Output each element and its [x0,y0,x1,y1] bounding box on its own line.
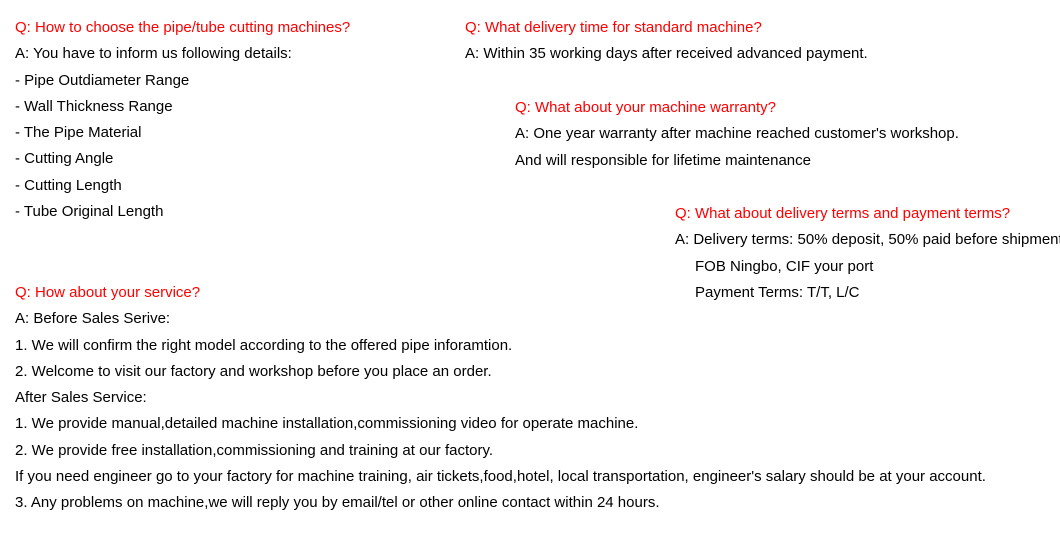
faq-question: Q: What about your machine warranty? [515,95,959,121]
faq-answer: 1. We will confirm the right model accor… [15,333,986,359]
faq-answer: 2. We provide free installation,commissi… [15,438,986,464]
faq-container: Q: How to choose the pipe/tube cutting m… [15,15,1045,525]
faq-item: - Wall Thickness Range [15,94,350,120]
faq-item: - Cutting Length [15,173,350,199]
faq-answer: After Sales Service: [15,385,986,411]
faq-item: - The Pipe Material [15,120,350,146]
faq-answer: A: Within 35 working days after received… [465,41,868,67]
faq-answer: FOB Ningbo, CIF your port [675,254,1060,280]
faq-answer: If you need engineer go to your factory … [15,464,986,490]
faq-1: Q: How to choose the pipe/tube cutting m… [15,15,350,225]
faq-answer: A: You have to inform us following detai… [15,41,350,67]
faq-question: Q: What about delivery terms and payment… [675,201,1060,227]
faq-answer: A: Before Sales Serive: [15,306,986,332]
faq-item: - Pipe Outdiameter Range [15,68,350,94]
faq-answer: 2. Welcome to visit our factory and work… [15,359,986,385]
faq-2: Q: What delivery time for standard machi… [465,15,868,68]
faq-question: Q: How about your service? [15,280,986,306]
faq-answer: 1. We provide manual,detailed machine in… [15,411,986,437]
faq-question: Q: How to choose the pipe/tube cutting m… [15,15,350,41]
faq-answer: And will responsible for lifetime mainte… [515,148,959,174]
faq-answer: 3. Any problems on machine,we will reply… [15,490,986,516]
faq-3: Q: What about your machine warranty? A: … [515,95,959,174]
faq-item: - Tube Original Length [15,199,350,225]
faq-item: - Cutting Angle [15,146,350,172]
faq-answer: A: Delivery terms: 50% deposit, 50% paid… [675,227,1060,253]
faq-5: Q: How about your service? A: Before Sal… [15,280,986,516]
faq-question: Q: What delivery time for standard machi… [465,15,868,41]
faq-answer: A: One year warranty after machine reach… [515,121,959,147]
